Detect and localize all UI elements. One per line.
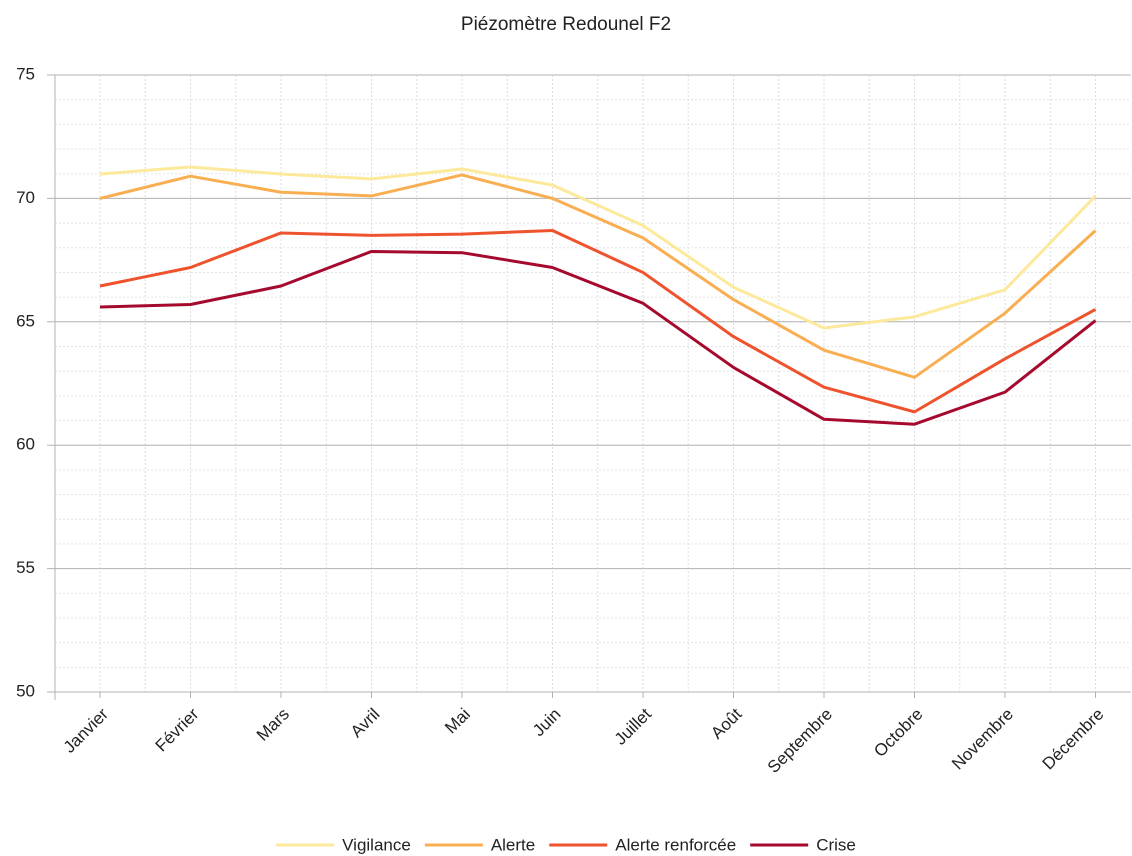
legend: Vigilance Alerte Alerte renforcée Crise bbox=[276, 835, 856, 854]
series-line bbox=[99, 228, 1097, 414]
y-tick-label: 70 bbox=[16, 188, 35, 207]
series-line bbox=[99, 249, 1097, 426]
x-tick-label: Mai bbox=[441, 705, 474, 738]
y-tick-label: 55 bbox=[16, 558, 35, 577]
y-tick-label: 50 bbox=[16, 681, 35, 700]
x-tick-label: Octobre bbox=[870, 705, 926, 761]
y-tick-label: 65 bbox=[16, 311, 35, 330]
x-tick-label: Décembre bbox=[1039, 705, 1108, 774]
legend-label: Crise bbox=[816, 835, 856, 854]
chart-title: Piézomètre Redounel F2 bbox=[461, 14, 671, 35]
x-tick-label: Juillet bbox=[611, 704, 655, 748]
y-tick-label: 75 bbox=[16, 64, 35, 83]
x-tick-label: Janvier bbox=[60, 704, 112, 756]
x-tick-label: Mars bbox=[253, 705, 293, 745]
legend-label: Alerte bbox=[491, 835, 535, 854]
series-line bbox=[99, 165, 1097, 330]
x-tick-label: Novembre bbox=[948, 705, 1017, 774]
series-line bbox=[99, 173, 1097, 379]
x-tick-label: Août bbox=[707, 704, 745, 742]
legend-label: Vigilance bbox=[342, 835, 411, 854]
x-tick-label: Septembre bbox=[764, 705, 836, 777]
x-tick-label: Avril bbox=[347, 705, 384, 742]
legend-label: Alerte renforcée bbox=[615, 835, 736, 854]
x-tick-label: Février bbox=[152, 704, 203, 755]
y-tick-label: 60 bbox=[16, 435, 35, 454]
x-tick-label: Juin bbox=[529, 705, 564, 740]
